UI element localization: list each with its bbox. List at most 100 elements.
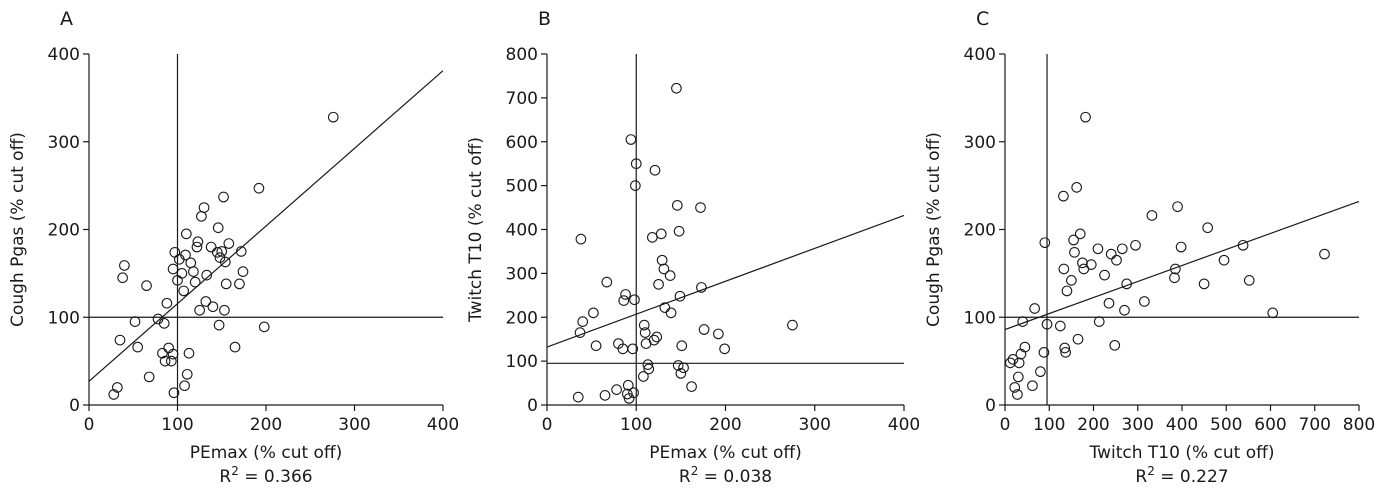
data-point	[1058, 190, 1069, 202]
panel-letter: B	[538, 8, 551, 30]
data-point	[651, 331, 663, 343]
y-axis-title: Twitch T10 (% cut off)	[466, 137, 486, 323]
data-point	[1319, 248, 1330, 260]
x-tick-label: 0	[84, 415, 95, 435]
y-tick-label: 300	[964, 133, 996, 153]
data-point	[630, 158, 642, 170]
data-point	[1119, 304, 1130, 316]
data-point	[642, 359, 654, 370]
data-point	[183, 347, 195, 359]
data-point	[143, 371, 155, 383]
y-tick-label: 500	[506, 177, 538, 197]
r-squared-label: R2 = 0.366	[219, 464, 312, 487]
x-axis-title: Twitch T10 (% cut off)	[1089, 443, 1275, 463]
data-point	[179, 380, 190, 392]
data-point	[1175, 241, 1187, 253]
y-tick-label: 200	[506, 308, 538, 328]
x-axis-title: PEmax (% cut off)	[190, 443, 343, 463]
data-point	[181, 368, 193, 380]
x-tick-label: 300	[1122, 415, 1154, 435]
x-tick-label: 300	[338, 415, 370, 435]
data-point	[639, 327, 651, 338]
data-point	[1103, 297, 1115, 309]
data-point	[211, 246, 223, 258]
data-point	[673, 225, 685, 237]
data-point	[212, 222, 224, 234]
data-point	[1237, 239, 1249, 251]
data-point	[1068, 234, 1079, 246]
data-point	[1172, 201, 1183, 213]
data-point	[611, 384, 622, 395]
y-tick-label: 0	[985, 396, 996, 416]
x-tick-label: 200	[250, 415, 282, 435]
data-point	[1146, 210, 1158, 221]
data-point	[686, 381, 697, 392]
data-point	[327, 111, 339, 123]
data-point	[218, 191, 229, 203]
x-tick-label: 800	[1343, 415, 1375, 435]
data-point	[1139, 296, 1150, 307]
data-point	[1019, 341, 1031, 353]
data-point	[1029, 303, 1040, 314]
y-tick-label: 100	[48, 308, 80, 328]
regression-line	[546, 214, 905, 348]
data-point	[1109, 339, 1121, 351]
data-point	[574, 327, 586, 338]
data-point	[111, 382, 123, 393]
x-tick-label: 300	[799, 415, 831, 435]
x-tick-label: 200	[1077, 415, 1109, 435]
data-point	[649, 164, 661, 176]
data-point	[1198, 278, 1210, 290]
data-point	[1060, 347, 1071, 358]
data-point	[696, 282, 707, 293]
data-point	[1061, 285, 1073, 297]
panel-letter: A	[60, 8, 73, 30]
data-point	[599, 389, 611, 401]
data-point	[1066, 275, 1077, 286]
data-point	[656, 254, 668, 266]
x-tick-label: 200	[709, 415, 741, 435]
x-tick-label: 100	[1033, 415, 1065, 435]
x-tick-label: 100	[161, 415, 193, 435]
data-point	[665, 307, 677, 319]
data-point	[1039, 237, 1051, 249]
data-point	[1092, 243, 1104, 255]
data-point	[196, 210, 207, 222]
y-tick-label: 300	[48, 133, 80, 153]
data-point	[658, 263, 670, 275]
y-tick-label: 700	[506, 89, 538, 109]
scatter-panel-c: C 0 100 200 300 400 500 600 700 800 0 100 200 300 400 T…	[924, 8, 1375, 487]
data-point	[237, 266, 249, 277]
data-point	[207, 301, 219, 313]
data-point	[1017, 316, 1029, 327]
data-point	[1004, 357, 1016, 369]
data-point	[141, 280, 152, 292]
data-point	[618, 295, 630, 306]
data-point	[178, 285, 190, 297]
y-tick-label: 0	[527, 396, 538, 416]
data-point	[235, 246, 247, 257]
y-tick-label: 400	[48, 45, 80, 65]
x-tick-label: 400	[427, 415, 459, 435]
data-point	[117, 272, 128, 284]
data-point	[201, 269, 213, 281]
data-point	[181, 228, 192, 240]
data-point	[220, 278, 232, 290]
regression-line	[1004, 200, 1360, 331]
data-point	[577, 316, 589, 327]
data-point	[176, 268, 188, 279]
x-axis-title: PEmax (% cut off)	[649, 443, 802, 463]
y-tick-label: 400	[506, 221, 538, 241]
y-tick-label: 100	[964, 308, 996, 328]
data-point	[1012, 371, 1024, 383]
data-point	[590, 340, 602, 352]
data-point	[643, 363, 655, 375]
data-point	[1077, 257, 1088, 269]
data-point	[1009, 382, 1021, 393]
data-point	[1093, 316, 1105, 327]
data-point	[158, 318, 170, 329]
data-point	[198, 202, 210, 213]
y-tick-label: 100	[506, 352, 538, 372]
data-point	[676, 340, 688, 352]
data-point	[695, 202, 706, 213]
